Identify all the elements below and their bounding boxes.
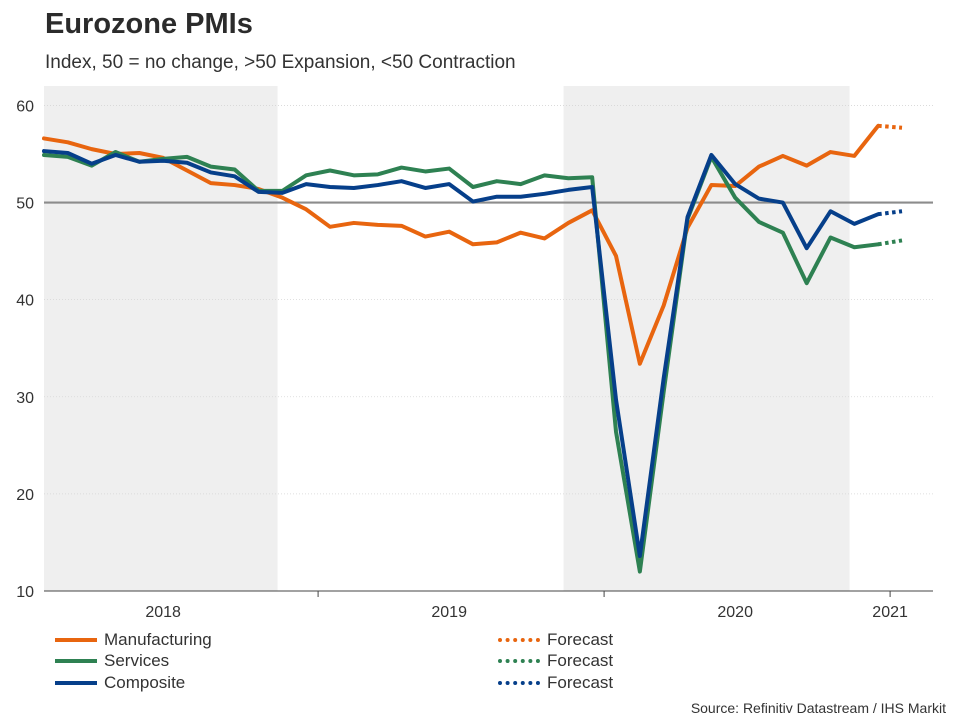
legend-item-services-dotted: Forecast [498, 651, 613, 671]
manufacturing-forecast-line [878, 123, 903, 130]
y-tick-label: 50 [16, 196, 34, 213]
chart-subtitle: Index, 50 = no change, >50 Expansion, <5… [45, 52, 516, 73]
legend-item-manufacturing-solid: Manufacturing [55, 630, 212, 650]
composite-line [42, 149, 881, 559]
services-line [42, 150, 881, 574]
legend-label: Forecast [547, 673, 614, 692]
manufacturing-line [42, 123, 881, 366]
legend-label: Forecast [547, 630, 614, 649]
legend-item-services-solid: Services [55, 651, 169, 671]
legend-swatch [55, 659, 97, 663]
x-tick-label-2019: 2019 [431, 604, 467, 621]
legend-swatch [55, 681, 97, 685]
composite-forecast-line [877, 209, 903, 217]
legend-item-composite-dotted: Forecast [498, 673, 613, 693]
legend-swatch [498, 681, 540, 685]
legend-label: Services [104, 651, 170, 670]
legend-swatch [498, 638, 540, 642]
legend-item-manufacturing-dotted: Forecast [498, 630, 613, 650]
x-tick-label-2020: 2020 [717, 604, 753, 621]
legend-label: Composite [104, 673, 186, 692]
legend-swatch [498, 659, 540, 663]
legend: Manufacturing Services Composite Forecast Fo… [55, 630, 655, 696]
chart-title: Eurozone PMIs [45, 8, 253, 40]
shaded-band-0 [44, 86, 278, 591]
legend-swatch [55, 638, 97, 642]
y-tick-label: 60 [16, 98, 34, 115]
x-tick-label-2021: 2021 [872, 604, 908, 621]
legend-item-composite-solid: Composite [55, 673, 185, 693]
y-tick-label: 40 [16, 293, 34, 310]
x-tick-label-2018: 2018 [145, 604, 181, 621]
source-note: Source: Refinitiv Datastream / IHS Marki… [690, 700, 946, 716]
y-tick-label: 30 [16, 390, 34, 407]
y-tick-label: 10 [16, 584, 34, 601]
y-tick-label: 20 [16, 487, 34, 504]
legend-label: Forecast [547, 651, 614, 670]
legend-label: Manufacturing [104, 630, 212, 649]
services-forecast-line [877, 238, 903, 247]
pmi-line-chart: 10 20 30 40 50 60 2018 2019 2020 2021 [16, 86, 933, 621]
